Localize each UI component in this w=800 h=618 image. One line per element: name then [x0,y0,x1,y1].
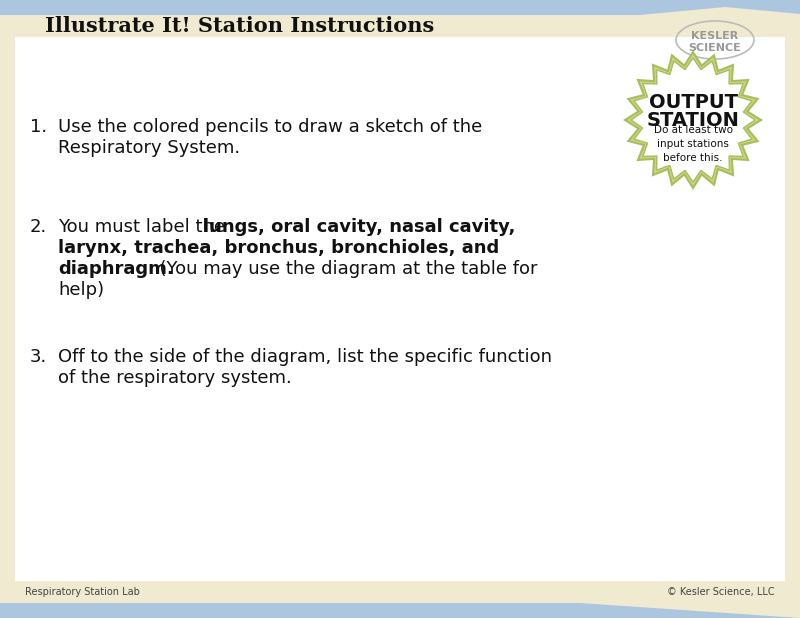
Text: KESLER
SCIENCE: KESLER SCIENCE [689,31,742,53]
Text: of the respiratory system.: of the respiratory system. [58,369,292,387]
Text: Do at least two
input stations
before this.: Do at least two input stations before th… [654,125,733,163]
Polygon shape [0,603,800,618]
Text: Use the colored pencils to draw a sketch of the: Use the colored pencils to draw a sketch… [58,118,482,136]
Polygon shape [625,52,761,188]
Text: Respiratory System.: Respiratory System. [58,139,240,157]
Text: help): help) [58,281,104,299]
Text: 2.: 2. [30,218,47,236]
Text: diaphragm.: diaphragm. [58,260,174,278]
Text: 3.: 3. [30,348,47,366]
Text: larynx, trachea, bronchus, bronchioles, and: larynx, trachea, bronchus, bronchioles, … [58,239,499,257]
Text: lungs, oral cavity, nasal cavity,: lungs, oral cavity, nasal cavity, [203,218,515,236]
Bar [15,581,785,603]
Text: (You may use the diagram at the table for: (You may use the diagram at the table fo… [148,260,538,278]
Text: Off to the side of the diagram, list the specific function: Off to the side of the diagram, list the… [58,348,552,366]
Text: STATION: STATION [646,111,739,130]
Polygon shape [0,0,800,15]
Text: OUTPUT: OUTPUT [649,93,738,111]
Bar [15,15,785,37]
Polygon shape [0,0,800,14]
Text: Illustrate It! Station Instructions: Illustrate It! Station Instructions [45,16,434,36]
Text: © Kesler Science, LLC: © Kesler Science, LLC [667,587,775,597]
Text: 1.: 1. [30,118,47,136]
Text: Respiratory Station Lab: Respiratory Station Lab [25,587,140,597]
Polygon shape [631,58,755,182]
Text: You must label the: You must label the [58,218,230,236]
